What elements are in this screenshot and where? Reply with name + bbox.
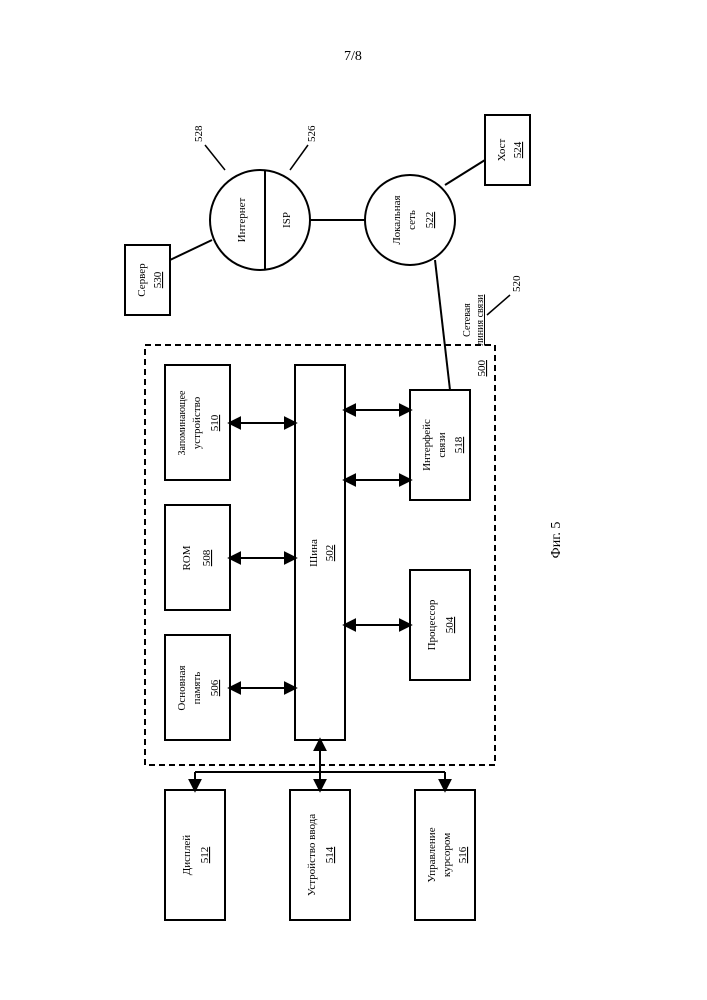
lan-label1: Локальная: [391, 195, 403, 244]
lead-528: [205, 145, 225, 170]
mainmem-label1: Основная: [176, 665, 188, 710]
display-label: Дисплей: [181, 835, 193, 876]
commif-label2: связи: [436, 432, 448, 457]
lan-label2: сеть: [406, 210, 418, 230]
server-ref: 530: [152, 271, 164, 288]
processor-box: [410, 570, 470, 680]
host-label: Хост: [496, 138, 508, 161]
figure-label: Фиг. 5: [549, 522, 564, 559]
internet-circle: [210, 170, 310, 270]
bus-label: Шина: [308, 539, 320, 567]
storage-label2: устройство: [191, 396, 203, 449]
input-box: [290, 790, 350, 920]
storage-ref: 510: [209, 414, 221, 431]
input-label: Устройство ввода: [306, 814, 318, 896]
mainmem-label2: память: [191, 672, 203, 705]
link-commif-lan: [435, 260, 450, 390]
processor-label: Процессор: [426, 599, 438, 650]
commif-label1: Интерфейс: [421, 419, 433, 471]
isp-label: ISP: [281, 212, 293, 228]
link-server-internet: [170, 240, 212, 260]
host-ref: 524: [512, 141, 524, 158]
netline-label1: Сетевая: [462, 303, 473, 337]
rom-label: ROM: [181, 545, 193, 570]
display-box: [165, 790, 225, 920]
cursor-ref: 516: [457, 846, 469, 863]
netline-ref: 520: [511, 275, 523, 292]
isp-ref: 526: [306, 125, 318, 142]
system-ref: 500: [476, 360, 488, 377]
cursor-label2: курсором: [441, 833, 453, 877]
display-ref: 512: [199, 847, 211, 864]
processor-ref: 504: [444, 616, 456, 633]
lan-ref: 522: [424, 212, 436, 229]
link-lan-host: [445, 160, 485, 185]
input-ref: 514: [324, 846, 336, 863]
internet-ref: 528: [193, 125, 205, 142]
cursor-label1: Управление: [426, 827, 438, 882]
lead-526: [290, 145, 308, 170]
bus-box: [295, 365, 345, 740]
server-label: Сервер: [136, 263, 148, 297]
storage-label1: Запоминающее: [177, 390, 188, 456]
page-number: 7/8: [344, 49, 362, 64]
rom-ref: 508: [201, 549, 213, 566]
diagram-root: 7/8 500 Дисплей 512 Устройство ввода 514…: [0, 0, 707, 1000]
lead-520: [487, 295, 510, 315]
internet-label: Интернет: [236, 198, 248, 243]
commif-ref: 518: [453, 436, 465, 453]
netline-label2: линия связи: [475, 294, 486, 346]
bus-ref: 502: [324, 545, 336, 562]
mainmem-ref: 506: [209, 679, 221, 696]
rom-box: [165, 505, 230, 610]
